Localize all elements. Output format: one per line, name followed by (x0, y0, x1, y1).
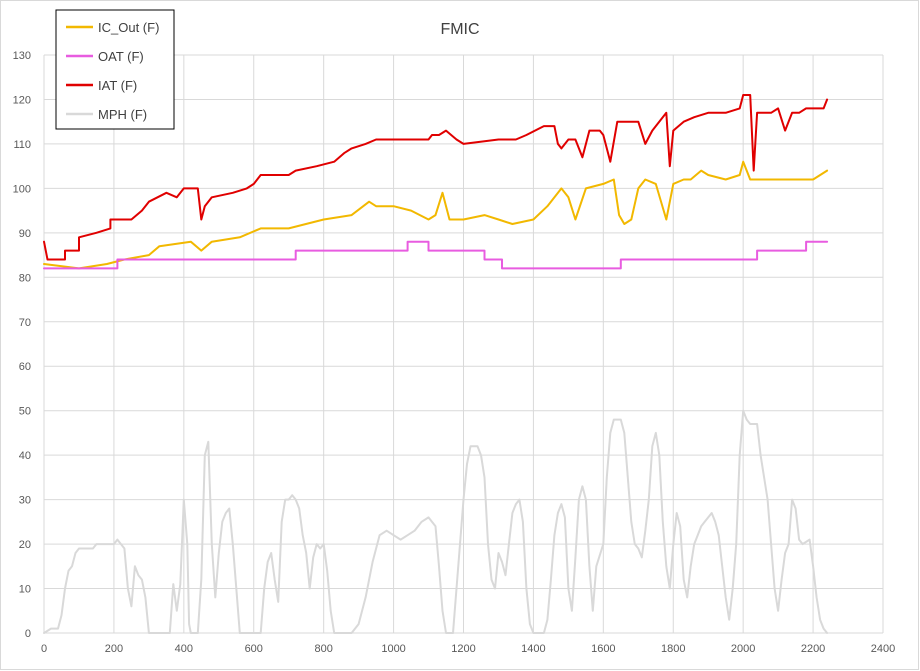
y-tick-label: 0 (25, 628, 31, 640)
x-tick-label: 0 (41, 643, 47, 655)
y-tick-label: 70 (19, 317, 31, 329)
y-tick-label: 130 (13, 50, 31, 62)
x-tick-label: 2000 (731, 643, 755, 655)
legend: IC_Out (F) OAT (F) IAT (F) MPH (F) (55, 9, 175, 130)
y-tick-label: 50 (19, 406, 31, 418)
x-tick-label: 1600 (591, 643, 615, 655)
y-tick-label: 10 (19, 584, 31, 596)
x-tick-label: 2200 (801, 643, 825, 655)
series-line-0 (43, 160, 829, 270)
x-tick-label: 600 (245, 643, 263, 655)
y-tick-label: 40 (19, 450, 31, 462)
legend-label: IC_Out (F) (98, 20, 159, 35)
x-tick-label: 1400 (521, 643, 545, 655)
series-line-2 (43, 94, 829, 261)
legend-label: IAT (F) (98, 78, 137, 93)
y-tick-label: 60 (19, 361, 31, 373)
series-line-1 (43, 240, 829, 270)
y-tick-label: 110 (13, 139, 31, 151)
y-tick-label: 80 (19, 272, 31, 284)
x-tick-label: 1200 (451, 643, 475, 655)
y-tick-label: 90 (19, 228, 31, 240)
x-tick-label: 1000 (381, 643, 405, 655)
series-lines (43, 94, 829, 634)
x-tick-label: 200 (105, 643, 123, 655)
x-tick-label: 400 (175, 643, 193, 655)
x-tick-label: 2400 (871, 643, 895, 655)
y-tick-label: 30 (19, 495, 31, 507)
chart-title: FMIC (440, 21, 479, 38)
legend-label: MPH (F) (98, 107, 147, 122)
y-tick-label: 120 (13, 94, 31, 106)
axes: 0 10 20 30 40 50 60 70 80 90 100 110 120 130 0 200 400 60… (13, 50, 896, 655)
legend-label: OAT (F) (98, 49, 144, 64)
y-tick-label: 100 (13, 183, 31, 195)
series-line-3 (43, 409, 829, 634)
x-tick-label: 800 (314, 643, 332, 655)
legend-box (55, 9, 175, 130)
y-tick-label: 20 (19, 539, 31, 551)
x-tick-label: 1800 (661, 643, 685, 655)
